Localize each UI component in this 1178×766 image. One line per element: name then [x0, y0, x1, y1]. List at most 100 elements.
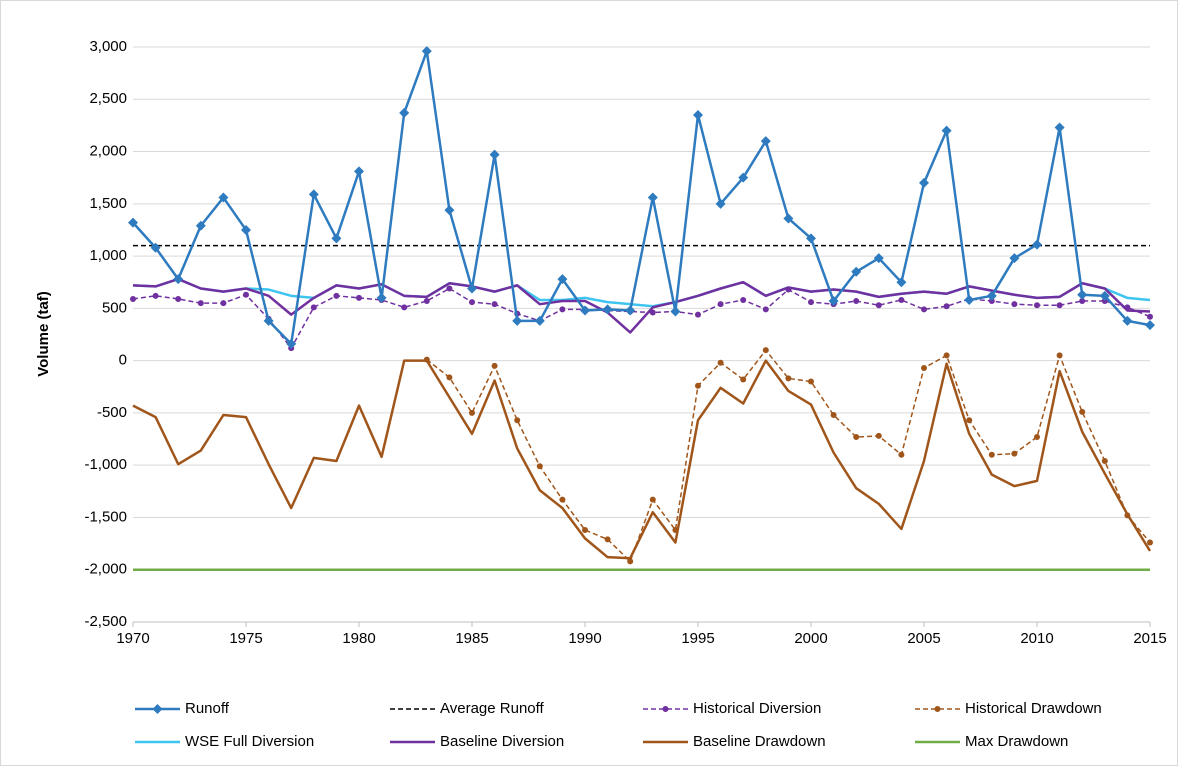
y-axis-label: Volume (taf) [35, 291, 52, 377]
y-tick-label: 2,500 [89, 90, 127, 107]
point-marker [399, 107, 410, 118]
x-tick-label: 1985 [455, 630, 488, 647]
point-marker [919, 177, 929, 188]
point-marker [514, 417, 521, 424]
point-marker [896, 277, 907, 288]
point-marker [875, 432, 882, 439]
point-marker [1054, 122, 1065, 133]
point-marker [559, 496, 566, 503]
point-marker [218, 192, 229, 203]
point-marker [740, 376, 747, 383]
legend-label: Historical Drawdown [965, 700, 1102, 717]
y-tick-label: 1,000 [89, 247, 127, 264]
point-marker [1009, 253, 1020, 264]
point-marker [421, 46, 432, 57]
point-marker [986, 290, 997, 301]
point-marker [1101, 298, 1108, 305]
point-marker [943, 303, 950, 310]
point-marker [943, 352, 950, 359]
point-marker [1101, 458, 1108, 464]
point-marker [1122, 315, 1133, 326]
point-marker [988, 451, 995, 458]
legend-label: Baseline Diversion [440, 733, 564, 750]
point-marker [988, 298, 995, 305]
x-tick-label: 1980 [342, 630, 375, 647]
x-tick-label: 2005 [907, 630, 940, 647]
point-marker [175, 295, 182, 302]
point-marker [830, 412, 837, 418]
point-marker [647, 192, 658, 203]
point-marker [310, 304, 317, 311]
point-marker [602, 304, 613, 315]
point-marker [783, 213, 794, 224]
point-marker [536, 463, 543, 470]
series-group [132, 277, 1151, 334]
point-marker [1034, 433, 1040, 440]
point-marker [128, 217, 138, 228]
point-marker [1056, 352, 1063, 359]
point-marker [354, 166, 364, 177]
point-marker [469, 409, 475, 416]
point-marker [173, 274, 184, 285]
point-marker [717, 301, 724, 308]
point-marker [286, 338, 297, 349]
point-marker [491, 362, 498, 369]
point-marker [1034, 302, 1040, 309]
point-marker [921, 364, 927, 371]
y-tick-label: -2,000 [84, 561, 127, 578]
y-tick-label: 2,000 [89, 143, 127, 160]
point-marker [1147, 313, 1153, 320]
point-marker [964, 295, 975, 305]
point-marker [785, 286, 792, 293]
point-marker [401, 304, 408, 311]
point-marker [243, 291, 249, 298]
point-marker [853, 433, 860, 440]
point-marker [446, 374, 453, 381]
legend-marker [934, 706, 941, 712]
point-marker [762, 306, 769, 313]
point-marker [1011, 301, 1018, 308]
point-marker [670, 306, 681, 317]
series-group [128, 46, 1155, 349]
point-marker [444, 205, 455, 216]
point-marker [1077, 289, 1088, 300]
point-marker [263, 315, 274, 326]
point-marker [195, 220, 206, 231]
legend-label: Historical Diversion [693, 700, 821, 717]
x-tick-label: 1975 [229, 630, 262, 647]
legend-marker [662, 706, 669, 712]
point-marker [898, 297, 905, 303]
point-marker [1056, 302, 1063, 309]
point-marker [446, 285, 453, 292]
x-tick-label: 2015 [1133, 630, 1166, 647]
point-marker [806, 233, 816, 244]
point-marker [627, 558, 634, 565]
point-marker [966, 417, 973, 424]
point-marker [717, 359, 724, 366]
series-line [132, 277, 1151, 334]
x-tick-label: 1995 [681, 630, 714, 647]
point-marker [150, 242, 161, 253]
point-marker [1099, 290, 1110, 301]
y-tick-label: 3,000 [89, 38, 127, 55]
point-marker [873, 253, 884, 264]
legend-marker [152, 704, 163, 714]
y-tick-label: 1,500 [89, 195, 127, 212]
legend-label: WSE Full Diversion [185, 733, 314, 750]
point-marker [331, 233, 342, 244]
point-marker [921, 306, 927, 313]
point-marker [785, 375, 792, 382]
y-tick-label: -1,500 [84, 508, 127, 525]
point-marker [423, 356, 430, 363]
y-tick-label: -1,000 [84, 456, 127, 473]
series-line [132, 287, 1151, 349]
point-marker [241, 224, 251, 235]
point-marker [580, 305, 590, 316]
point-marker [1124, 304, 1131, 311]
point-marker [376, 292, 387, 303]
series-line [132, 49, 1151, 346]
point-marker [649, 309, 656, 316]
point-marker [738, 172, 749, 183]
x-tick-label: 1990 [568, 630, 601, 647]
